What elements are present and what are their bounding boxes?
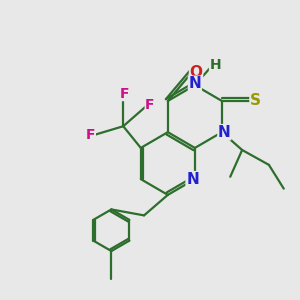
- Text: O: O: [190, 65, 202, 80]
- Text: H: H: [210, 58, 221, 72]
- Text: S: S: [250, 94, 261, 109]
- Text: N: N: [186, 172, 199, 187]
- Text: N: N: [188, 76, 201, 91]
- Text: F: F: [86, 128, 95, 142]
- Text: F: F: [120, 86, 130, 100]
- Text: N: N: [218, 125, 231, 140]
- Text: F: F: [145, 98, 155, 112]
